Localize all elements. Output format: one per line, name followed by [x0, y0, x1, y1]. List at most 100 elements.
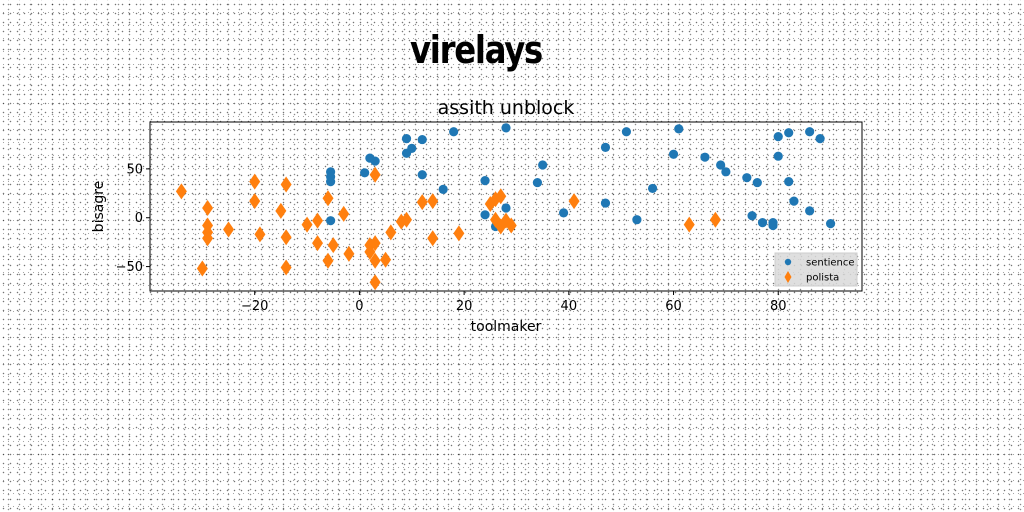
- data-point-sentience: [721, 167, 731, 177]
- data-point-sentience: [825, 218, 836, 229]
- data-point-sentience: [538, 160, 548, 170]
- data-point-sentience: [752, 177, 762, 188]
- data-point-polista: [364, 243, 376, 260]
- data-point-sentience: [600, 198, 611, 208]
- x-tick-label: 20: [456, 299, 473, 314]
- data-point-sentience: [668, 149, 679, 159]
- data-point-sentience: [632, 215, 642, 225]
- data-point-polista: [401, 211, 413, 228]
- data-point-sentience: [621, 127, 632, 137]
- data-point-polista: [505, 217, 517, 234]
- data-point-polista: [322, 252, 334, 269]
- data-point-polista: [369, 274, 381, 291]
- data-point-polista: [202, 199, 214, 216]
- data-point-sentience: [558, 208, 569, 218]
- data-point-polista: [416, 194, 428, 211]
- x-axis-label: toolmaker: [471, 319, 542, 335]
- data-point-polista: [175, 183, 187, 200]
- data-point-polista: [223, 221, 235, 238]
- legend: sentience polista: [774, 252, 858, 287]
- data-point-sentience: [747, 211, 757, 221]
- data-point-sentience: [417, 134, 427, 145]
- data-point-sentience: [401, 134, 412, 144]
- main-title: virelays: [410, 28, 543, 72]
- data-point-polista: [369, 252, 381, 269]
- legend-entry-polista: polista: [806, 273, 839, 284]
- data-point-sentience: [438, 184, 448, 195]
- data-point-polista: [254, 226, 266, 243]
- data-point-sentience: [480, 210, 490, 220]
- data-point-polista: [369, 235, 381, 252]
- data-point-polista: [427, 193, 439, 210]
- y-tick-label: −50: [116, 260, 143, 275]
- data-point-sentience: [501, 123, 511, 133]
- data-point-sentience: [757, 218, 768, 228]
- data-point-polista: [683, 216, 695, 233]
- data-point-polista: [343, 245, 355, 262]
- data-point-polista: [196, 260, 208, 277]
- data-point-sentience: [449, 127, 459, 137]
- data-point-sentience: [773, 132, 783, 142]
- data-point-sentience: [600, 142, 611, 152]
- data-point-polista: [301, 216, 313, 233]
- data-point-polista: [709, 211, 721, 228]
- data-point-sentience: [805, 206, 815, 216]
- data-point-polista: [495, 188, 507, 205]
- x-tick-label: 80: [770, 299, 787, 314]
- data-point-polista: [427, 230, 439, 247]
- x-tick-label: 0: [355, 299, 363, 314]
- data-point-sentience: [370, 156, 380, 166]
- data-point-polista: [312, 235, 324, 252]
- legend-marker-sentience: [784, 258, 792, 266]
- data-point-sentience: [768, 220, 778, 231]
- data-point-sentience: [360, 168, 370, 178]
- x-tick-label: −20: [241, 299, 268, 314]
- x-tick-label: 60: [665, 299, 682, 314]
- data-point-sentience: [784, 128, 794, 138]
- data-point-sentience: [326, 216, 336, 226]
- legend-entry-sentience: sentience: [806, 258, 855, 269]
- data-point-polista: [338, 205, 350, 222]
- data-point-sentience: [789, 196, 799, 206]
- data-point-sentience: [784, 176, 794, 187]
- data-point-polista: [322, 190, 334, 207]
- data-point-sentience: [773, 151, 783, 161]
- data-point-sentience: [501, 203, 511, 213]
- data-point-polista: [380, 251, 392, 268]
- plot-frame: [149, 121, 863, 292]
- x-tick-label: 40: [561, 299, 578, 314]
- data-point-sentience: [326, 176, 336, 187]
- data-point-sentience: [417, 170, 427, 180]
- data-point-sentience: [674, 124, 684, 134]
- data-point-polista: [275, 202, 287, 219]
- data-point-sentience: [480, 176, 490, 186]
- data-point-sentience: [700, 152, 710, 162]
- data-point-polista: [453, 225, 465, 242]
- data-point-polista: [369, 166, 381, 183]
- data-point-polista: [249, 193, 261, 210]
- y-axis-label: bisagre: [91, 181, 107, 233]
- data-point-sentience: [815, 134, 825, 144]
- data-point-sentience: [805, 127, 815, 137]
- data-point-polista: [312, 212, 324, 229]
- chart-title: assith unblock: [438, 97, 575, 119]
- y-tick-label: 50: [126, 162, 143, 177]
- data-point-polista: [249, 173, 261, 190]
- points-layer: [175, 123, 836, 291]
- data-point-sentience: [742, 173, 752, 183]
- data-point-polista: [327, 237, 339, 254]
- data-point-polista: [385, 224, 397, 241]
- data-point-sentience: [647, 183, 658, 194]
- data-point-polista: [280, 229, 292, 246]
- data-point-polista: [568, 193, 580, 210]
- data-point-polista: [280, 259, 292, 276]
- legend-marker-polista: [784, 271, 792, 283]
- x-axis: −20 0 20 40 60 80: [241, 291, 787, 314]
- data-point-polista: [202, 230, 214, 247]
- data-point-sentience: [532, 177, 543, 188]
- data-point-polista: [280, 176, 292, 193]
- y-axis: −50 0 50: [116, 162, 150, 275]
- data-point-sentience: [716, 160, 726, 170]
- data-point-sentience: [407, 143, 417, 153]
